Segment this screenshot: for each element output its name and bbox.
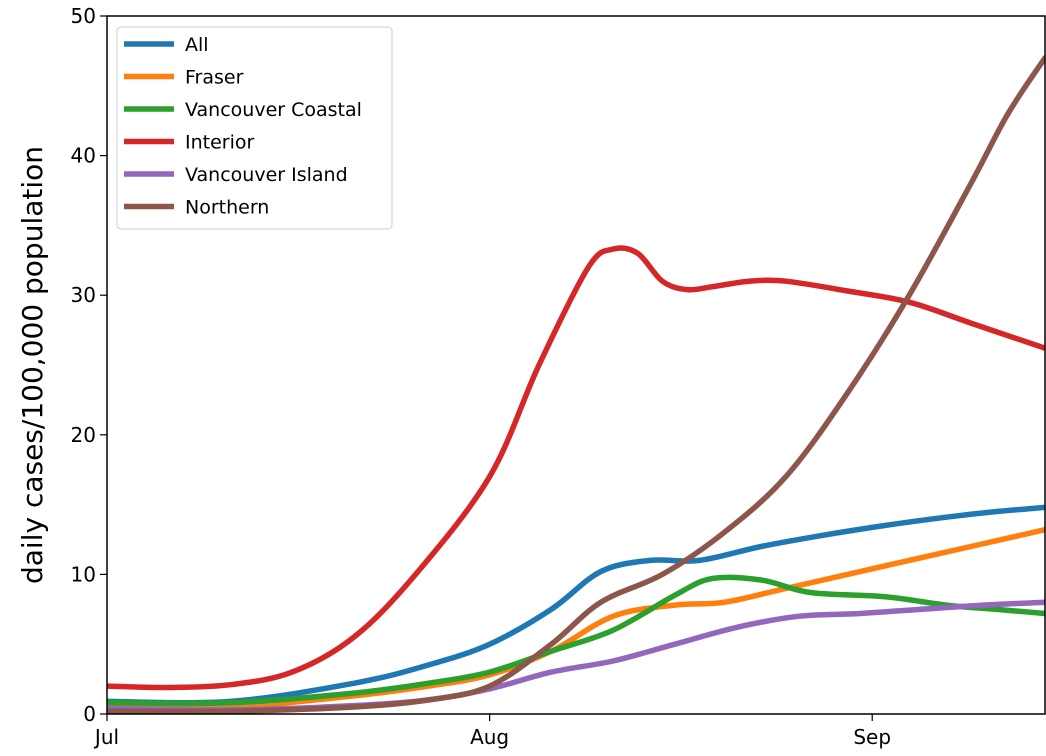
legend: All Fraser Vancouver Coastal Interior Vancou… — [116, 26, 393, 230]
y-tick-label-0: 0 — [83, 702, 96, 726]
y-tick-label-4: 40 — [71, 144, 96, 168]
legend-box — [116, 26, 393, 230]
x-tick-label-0: Jul — [93, 725, 119, 749]
legend-label-interior: Interior — [185, 132, 254, 154]
y-tick-label-1: 10 — [71, 562, 96, 586]
y-tick-label-2: 20 — [71, 423, 96, 447]
series-line-fraser — [107, 526, 1045, 711]
legend-label-northern: Northern — [185, 197, 269, 219]
y-tick-label-3: 30 — [71, 283, 96, 307]
series-line-interior — [107, 245, 1045, 691]
plot-frame — [106, 15, 1046, 715]
x-tick-label-1: Aug — [470, 725, 509, 749]
x-tick-label-2: Sep — [853, 725, 891, 749]
legend-label-fraser: Fraser — [185, 67, 244, 89]
y-axis-label: daily cases/100,000 population — [16, 146, 49, 584]
series-lines — [107, 55, 1045, 714]
series-line-all — [107, 504, 1045, 706]
axis-ticks: 0 10 20 30 40 50 Jul Aug Sep — [71, 4, 892, 749]
legend-label-vancouver-island: Vancouver Island — [185, 164, 348, 186]
series-line-vancouver-island — [107, 599, 1045, 713]
series-line-northern — [107, 55, 1045, 714]
legend-label-all: All — [185, 34, 209, 56]
series-line-vancouver-coastal — [107, 574, 1045, 707]
legend-label-vancouver-coastal: Vancouver Coastal — [185, 99, 362, 121]
y-tick-label-5: 50 — [71, 4, 96, 28]
